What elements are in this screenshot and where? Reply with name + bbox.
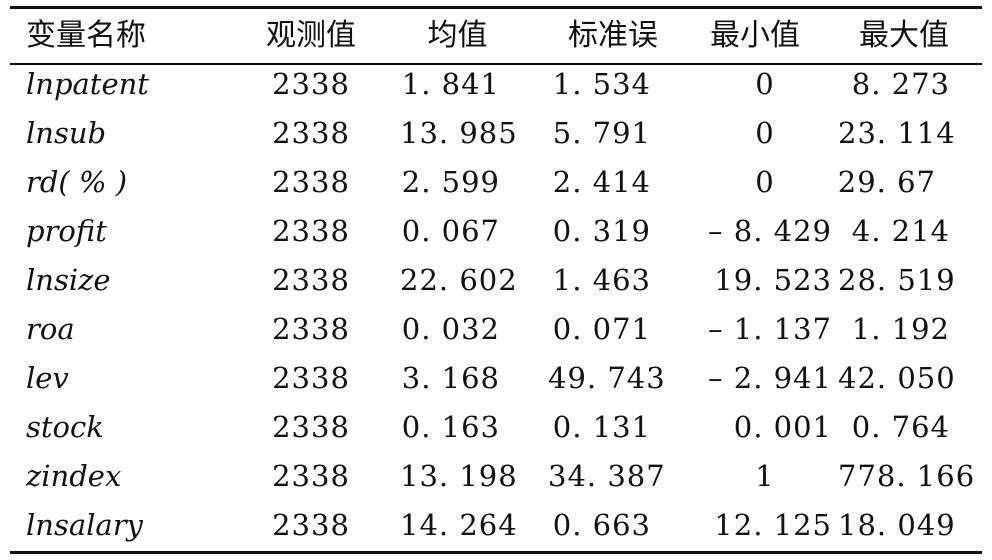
cell-variable: zindex bbox=[26, 459, 122, 493]
cell-mean: 0. 032 bbox=[401, 312, 500, 346]
cell-observations: 2338 bbox=[272, 165, 350, 199]
cell-maximum: 18. 049 bbox=[838, 508, 956, 542]
cell-observations: 2338 bbox=[272, 459, 350, 493]
table-row: lnsub 2338 13. 985 5. 791 0 23. 114 bbox=[10, 109, 982, 158]
table-row: lnsalary 2338 14. 264 0. 663 12. 125 18.… bbox=[10, 501, 982, 550]
cell-maximum: 4. 214 bbox=[851, 214, 950, 248]
cell-observations: 2338 bbox=[272, 214, 350, 248]
cell-mean: 22. 602 bbox=[400, 263, 518, 297]
table-row: zindex 2338 13. 198 34. 387 1 778. 166 bbox=[10, 452, 982, 501]
cell-minimum: 1 bbox=[755, 459, 775, 493]
cell-observations: 2338 bbox=[272, 263, 350, 297]
table-row: stock 2338 0. 163 0. 131 0. 001 0. 764 bbox=[10, 403, 982, 452]
cell-variable: lnsalary bbox=[26, 508, 143, 542]
header-mean: 均值 bbox=[427, 18, 488, 53]
table-bottom-rule bbox=[10, 551, 982, 554]
cell-observations: 2338 bbox=[272, 312, 350, 346]
cell-maximum: 29. 67 bbox=[837, 165, 936, 199]
cell-minimum: 0 bbox=[755, 165, 775, 199]
cell-mean: 14. 264 bbox=[400, 508, 518, 542]
cell-minimum: 19. 523 bbox=[714, 263, 832, 297]
cell-std-error: 0. 071 bbox=[552, 312, 651, 346]
statistics-table: 变量名称 观测值 均值 标准误 最小值 最大值 lnpatent 2338 1.… bbox=[10, 6, 982, 554]
cell-minimum: 0. 001 bbox=[733, 410, 832, 444]
header-observations: 观测值 bbox=[266, 18, 356, 53]
cell-minimum: 0 bbox=[755, 67, 775, 101]
cell-variable: stock bbox=[26, 410, 104, 444]
cell-std-error: 34. 387 bbox=[548, 459, 666, 493]
cell-mean: 0. 067 bbox=[401, 214, 500, 248]
cell-minimum: – 8. 429 bbox=[708, 214, 832, 248]
cell-std-error: 0. 663 bbox=[552, 508, 651, 542]
table-row: roa 2338 0. 032 0. 071 – 1. 137 1. 192 bbox=[10, 305, 982, 354]
table-row: lev 2338 3. 168 49. 743 – 2. 941 42. 050 bbox=[10, 354, 982, 403]
cell-variable: lnsize bbox=[26, 263, 111, 297]
cell-variable: lev bbox=[26, 361, 69, 395]
cell-maximum: 23. 114 bbox=[838, 116, 956, 150]
cell-std-error: 0. 319 bbox=[552, 214, 651, 248]
header-maximum: 最大值 bbox=[859, 18, 949, 53]
header-minimum: 最小值 bbox=[710, 18, 800, 53]
cell-observations: 2338 bbox=[272, 508, 350, 542]
cell-mean: 3. 168 bbox=[401, 361, 500, 395]
cell-observations: 2338 bbox=[272, 410, 350, 444]
cell-std-error: 49. 743 bbox=[548, 361, 666, 395]
cell-maximum: 0. 764 bbox=[851, 410, 950, 444]
cell-variable: profit bbox=[26, 214, 107, 248]
table-row: profit 2338 0. 067 0. 319 – 8. 429 4. 21… bbox=[10, 207, 982, 256]
table-header-rule bbox=[10, 63, 982, 65]
cell-variable: lnpatent bbox=[26, 67, 149, 101]
table-top-rule bbox=[10, 6, 982, 9]
table-row: lnpatent 2338 1. 841 1. 534 0 8. 273 bbox=[10, 60, 982, 109]
cell-variable: roa bbox=[26, 312, 75, 346]
cell-mean: 1. 841 bbox=[401, 67, 500, 101]
cell-std-error: 5. 791 bbox=[552, 116, 651, 150]
cell-variable: rd( % ) bbox=[26, 165, 128, 199]
header-std-error: 标准误 bbox=[568, 18, 658, 53]
table-row: lnsize 2338 22. 602 1. 463 19. 523 28. 5… bbox=[10, 256, 982, 305]
cell-mean: 0. 163 bbox=[401, 410, 500, 444]
cell-maximum: 778. 166 bbox=[838, 459, 976, 493]
cell-variable: lnsub bbox=[26, 116, 107, 150]
cell-mean: 13. 985 bbox=[400, 116, 518, 150]
cell-minimum: – 1. 137 bbox=[708, 312, 832, 346]
cell-mean: 2. 599 bbox=[401, 165, 500, 199]
cell-std-error: 1. 463 bbox=[552, 263, 651, 297]
cell-minimum: – 2. 941 bbox=[708, 361, 832, 395]
cell-maximum: 1. 192 bbox=[851, 312, 950, 346]
cell-std-error: 2. 414 bbox=[552, 165, 651, 199]
cell-maximum: 28. 519 bbox=[838, 263, 956, 297]
table-row: rd( % ) 2338 2. 599 2. 414 0 29. 67 bbox=[10, 158, 982, 207]
cell-observations: 2338 bbox=[272, 67, 350, 101]
header-variable-name: 变量名称 bbox=[26, 18, 146, 53]
cell-observations: 2338 bbox=[272, 361, 350, 395]
cell-mean: 13. 198 bbox=[400, 459, 518, 493]
cell-maximum: 42. 050 bbox=[838, 361, 956, 395]
cell-std-error: 0. 131 bbox=[552, 410, 651, 444]
cell-minimum: 12. 125 bbox=[714, 508, 832, 542]
table-header-row: 变量名称 观测值 均值 标准误 最小值 最大值 bbox=[10, 9, 982, 58]
cell-maximum: 8. 273 bbox=[851, 67, 950, 101]
cell-minimum: 0 bbox=[755, 116, 775, 150]
cell-observations: 2338 bbox=[272, 116, 350, 150]
cell-std-error: 1. 534 bbox=[552, 67, 651, 101]
